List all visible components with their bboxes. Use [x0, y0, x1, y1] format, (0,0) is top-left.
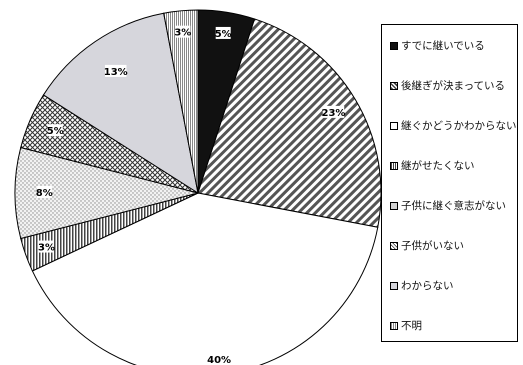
legend-label: 継がせたくない: [401, 160, 475, 172]
legend-item-3: 継ぐかどうかわからない: [390, 119, 517, 133]
legend-swatch: [390, 122, 398, 130]
legend-label: すでに継いでいる: [401, 40, 485, 52]
slice-label-bg: [47, 124, 63, 137]
pie-slice-3: [31, 192, 379, 365]
slice-label-3: 40%: [207, 353, 231, 365]
legend-label: 不明: [401, 320, 422, 332]
legend-item-4: 継がせたくない: [390, 159, 475, 173]
pie-slice-5: [14, 146, 199, 240]
pie-slice-7: [42, 12, 199, 195]
legend-item-6: 子供がいない: [390, 239, 464, 253]
slice-label-bg: [36, 186, 52, 198]
pie-slice-8: [163, 9, 199, 194]
slice-value-label: 3%: [38, 243, 55, 254]
legend-item-7: わからない: [390, 279, 454, 293]
legend-swatch: [390, 162, 398, 170]
slice-value-label: 40%: [207, 355, 231, 365]
legend-swatch: [390, 282, 398, 290]
slice-label-6: 5%: [47, 124, 64, 137]
legend-label: 後継ぎが決まっている: [401, 80, 506, 92]
legend-item-1: すでに継いでいる: [390, 39, 485, 53]
slice-label-bg: [104, 64, 127, 77]
legend-swatch: [390, 322, 398, 330]
slice-value-label: 13%: [104, 67, 128, 78]
slice-label-7: 13%: [104, 64, 128, 78]
slice-label-5: 8%: [36, 186, 53, 199]
pie-slice-2: [197, 18, 382, 228]
slice-label-8: 3%: [174, 25, 191, 39]
legend-label: 子供に継ぐ意志がない: [401, 200, 506, 212]
legend-swatch: [390, 42, 398, 50]
slice-label-2: 23%: [321, 105, 345, 119]
slice-label-bg: [208, 353, 230, 365]
slice-value-label: 5%: [47, 126, 64, 137]
slice-value-label: 23%: [321, 108, 345, 119]
slice-value-label: 8%: [36, 188, 53, 199]
legend-label: 継ぐかどうかわからない: [401, 120, 517, 132]
legend-label: 子供がいない: [401, 240, 464, 252]
slice-label-bg: [322, 105, 345, 118]
legend-item-2: 後継ぎが決まっている: [390, 79, 505, 93]
legend-swatch: [390, 82, 398, 90]
slice-value-label: 3%: [174, 28, 191, 39]
legend-swatch: [390, 242, 398, 250]
slice-label-bg: [215, 26, 231, 39]
legend-item-8: 不明: [390, 319, 422, 333]
slice-value-label: 5%: [215, 29, 232, 40]
slice-label-bg: [38, 240, 54, 253]
slice-label-1: 5%: [215, 26, 232, 40]
legend-item-5: 子供に継ぐ意志がない: [390, 199, 506, 213]
slice-label-bg: [175, 25, 191, 38]
legend-label: わからない: [401, 280, 454, 292]
slice-label-4: 3%: [38, 240, 55, 254]
legend-swatch: [390, 202, 398, 210]
chart-legend: すでに継いでいる後継ぎが決まっている 継ぐかどうかわからない 継がせたくない子供に継…: [381, 24, 518, 342]
